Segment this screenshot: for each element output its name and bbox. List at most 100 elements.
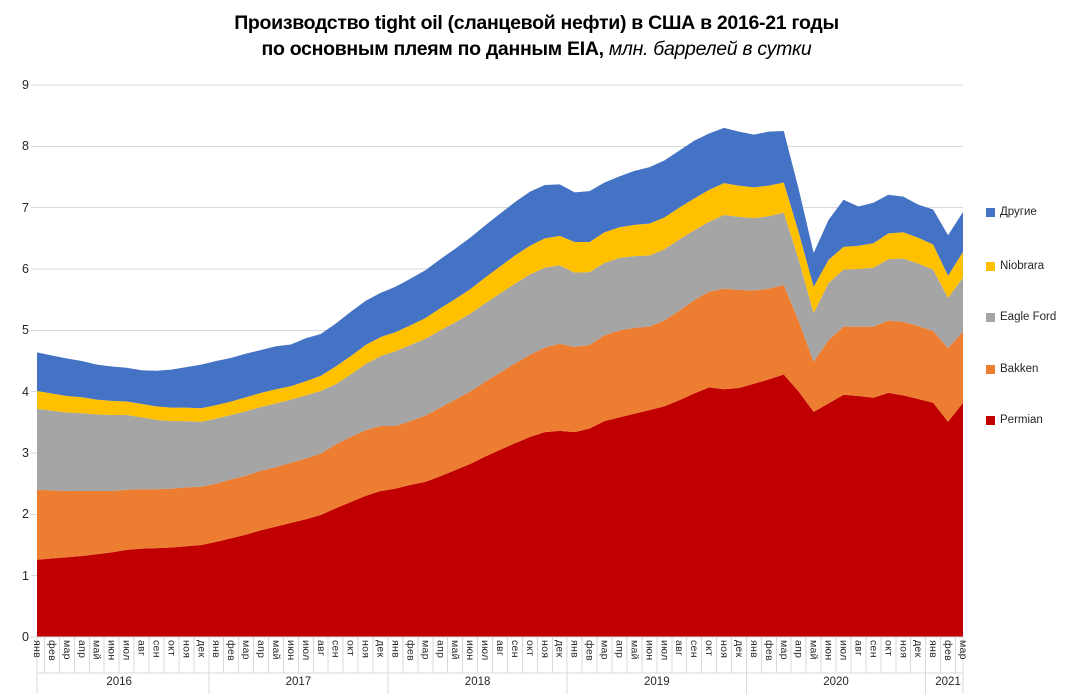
month-label: мар	[957, 640, 969, 660]
month-label: фев	[942, 640, 955, 661]
month-label: фев	[45, 640, 58, 661]
month-label: окт	[703, 640, 716, 657]
area-series-eagle-ford	[37, 212, 963, 492]
month-label: июл	[120, 640, 133, 661]
month-label: авг	[673, 640, 686, 657]
chart-legend: Другие Niobrara Eagle Ford Bakken Permian	[986, 0, 1073, 696]
month-label: май	[90, 640, 103, 660]
legend-item-bakken: Bakken	[986, 363, 1038, 375]
legend-swatch-icon	[986, 364, 995, 374]
legend-swatch-icon	[986, 261, 995, 271]
month-label: июн	[822, 640, 835, 661]
chart-title-line2: по основным плеям по данным EIA, млн. ба…	[0, 36, 1073, 62]
legend-label: Niobrara	[1000, 260, 1045, 272]
y-axis-label-5: 5	[22, 323, 29, 338]
legend-label: Другие	[1000, 206, 1037, 218]
legend-swatch-icon	[986, 312, 995, 322]
month-label: июн	[284, 640, 297, 661]
month-label: мар	[60, 640, 73, 660]
month-label: сен	[150, 640, 163, 658]
month-label: июн	[464, 640, 477, 661]
month-label: авг	[852, 640, 865, 657]
y-axis-label-1: 1	[22, 568, 29, 583]
year-label-2020: 2020	[823, 676, 849, 688]
month-label: апр	[255, 640, 268, 659]
month-label: мар	[240, 640, 253, 660]
month-label: май	[269, 640, 282, 660]
month-label: сен	[329, 640, 342, 658]
month-label: фев	[583, 640, 596, 661]
month-label: апр	[792, 640, 805, 659]
month-label: янв	[31, 640, 43, 658]
area-series-другие	[37, 127, 963, 409]
month-label: июл	[658, 640, 671, 661]
area-series-permian	[37, 374, 963, 637]
legend-item-permian: Permian	[986, 414, 1043, 426]
area-series-bakken	[37, 284, 963, 560]
month-label: мар	[419, 640, 432, 660]
month-label: авг	[314, 640, 327, 657]
month-label: окт	[344, 640, 357, 657]
year-label-2016: 2016	[106, 676, 132, 688]
y-axis-label-8: 8	[22, 139, 29, 154]
legend-swatch-icon	[986, 207, 995, 217]
month-label: май	[449, 640, 462, 660]
legend-swatch-icon	[986, 415, 995, 425]
month-label: фев	[404, 640, 417, 661]
month-label: апр	[434, 640, 447, 659]
month-label: янв	[210, 640, 223, 658]
month-label: июл	[837, 640, 850, 661]
month-label: май	[807, 640, 820, 660]
month-label: дек	[912, 640, 925, 658]
month-label: ноя	[359, 640, 372, 659]
chart-title-line2-text: по основным плеям по данным EIA,	[261, 38, 609, 60]
month-label: авг	[135, 640, 148, 657]
month-label: дек	[732, 640, 745, 658]
month-label: дек	[374, 640, 387, 658]
month-label: ноя	[897, 640, 910, 659]
chart-title-line1: Производство tight oil (сланцевой нефти)…	[234, 12, 839, 34]
month-label: ноя	[180, 640, 193, 659]
year-label-2018: 2018	[464, 676, 491, 688]
y-axis-label-3: 3	[22, 446, 29, 460]
month-label: ноя	[538, 640, 551, 659]
month-label: фев	[762, 640, 775, 661]
y-axis-label-9: 9	[22, 78, 29, 92]
month-label: окт	[523, 640, 536, 657]
month-label: мар	[777, 640, 790, 660]
year-label-2017: 2017	[285, 676, 312, 688]
month-label: сен	[688, 640, 701, 658]
year-label-2021: 2021	[935, 676, 961, 688]
legend-item-eagle-ford: Eagle Ford	[986, 311, 1056, 323]
month-label: дек	[553, 640, 566, 658]
legend-item-другие: Другие	[986, 206, 1037, 218]
month-label: мар	[598, 640, 611, 660]
month-label: окт	[165, 640, 178, 657]
month-label: фев	[225, 640, 238, 661]
month-label: дек	[195, 640, 208, 658]
month-label: апр	[613, 640, 626, 659]
month-label: янв	[927, 640, 940, 658]
month-label: янв	[389, 640, 402, 658]
legend-item-niobrara: Niobrara	[986, 260, 1044, 272]
y-axis-label-6: 6	[22, 262, 29, 276]
month-label: июн	[643, 640, 656, 661]
month-label: янв	[747, 640, 760, 658]
month-label: сен	[867, 640, 880, 658]
month-label: июн	[105, 640, 118, 661]
month-label: ноя	[718, 640, 731, 659]
chart-title: Производство tight oil (сланцевой нефти)…	[0, 10, 1073, 62]
month-label: май	[628, 640, 641, 660]
month-label: июл	[299, 640, 312, 661]
legend-label: Bakken	[1000, 363, 1039, 375]
month-label: окт	[882, 640, 895, 657]
legend-label: Permian	[1000, 414, 1043, 426]
y-axis-label-4: 4	[22, 384, 29, 399]
year-label-2019: 2019	[644, 676, 670, 688]
y-axis-label-2: 2	[22, 507, 29, 522]
month-label: апр	[75, 640, 88, 659]
month-label: июл	[479, 640, 492, 661]
chart-title-units: млн. баррелей в сутки	[608, 38, 812, 60]
